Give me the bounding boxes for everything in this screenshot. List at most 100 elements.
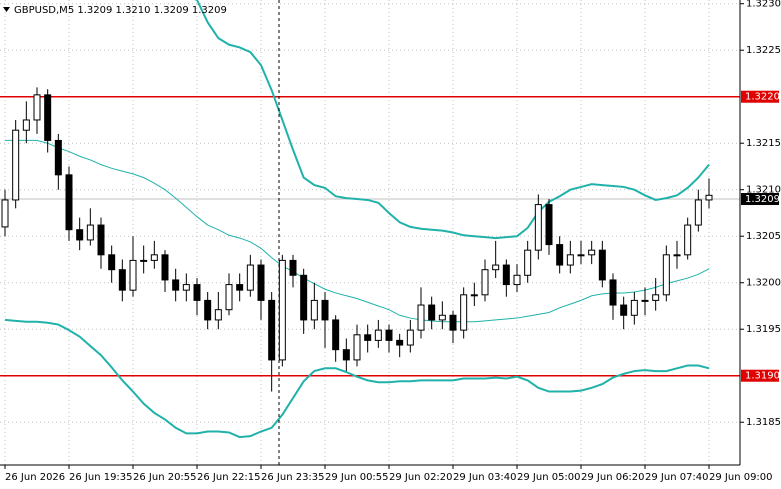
candle-body: [662, 254, 670, 296]
candle-body: [556, 244, 564, 266]
x-tick-label: 26 Jun 19:35: [69, 472, 133, 483]
title-icon: [3, 7, 10, 12]
candle-body: [44, 94, 52, 141]
candle-body: [438, 314, 446, 321]
y-tick-label: 1.3195: [746, 324, 781, 335]
band-middle: [5, 139, 710, 323]
candle-body: [620, 304, 628, 316]
candle-body: [193, 284, 201, 301]
x-tick-label: 26 Jun 22:15: [197, 472, 261, 483]
price-label-box: [741, 193, 779, 206]
candle-body: [609, 279, 617, 306]
price-label: 1.3209: [745, 194, 780, 205]
y-tick-label: 1.3210: [746, 185, 781, 196]
candle-body: [385, 329, 393, 341]
candle-body: [396, 339, 404, 346]
candle-body: [321, 299, 329, 321]
candle-body: [33, 94, 41, 121]
candle-body: [182, 284, 190, 291]
level-label: 1.3220: [745, 92, 780, 103]
candle-body: [22, 119, 30, 131]
candle-body: [374, 329, 382, 341]
candle-body: [513, 274, 521, 286]
x-tick-label: 29 Jun 03:40: [453, 472, 517, 483]
y-tick-label: 1.3215: [746, 138, 781, 149]
candle-body: [502, 264, 510, 286]
candle-body: [470, 294, 478, 297]
candle-body: [225, 284, 233, 311]
x-tick-label: 26 Jun 23:35: [261, 472, 325, 483]
candle-body: [300, 274, 308, 321]
y-tick-label: 1.3230: [746, 0, 781, 10]
candle-body: [481, 269, 489, 296]
y-tick-label: 1.3225: [746, 45, 781, 56]
candle-body: [172, 279, 180, 291]
candle-body: [150, 254, 158, 261]
candle-body: [289, 259, 297, 276]
y-tick-label: 1.3185: [746, 417, 781, 428]
band-lower: [4, 318, 710, 439]
candle-body: [449, 314, 457, 331]
candle-body: [673, 254, 681, 257]
candle-body: [310, 299, 318, 321]
candle-body: [577, 254, 585, 257]
candle-body: [641, 299, 649, 302]
candle-body: [108, 254, 116, 271]
candle-body: [524, 249, 532, 276]
candle-body: [406, 329, 414, 346]
candle-body: [566, 254, 574, 266]
candle-body: [630, 299, 638, 316]
candle-body: [268, 299, 276, 361]
level-label: 1.3190: [745, 371, 780, 382]
x-tick-label: 29 Jun 06:20: [581, 472, 645, 483]
candle-body: [236, 284, 244, 291]
candle-body: [140, 259, 148, 262]
candle-body: [65, 174, 73, 231]
x-tick-label: 29 Jun 00:55: [325, 472, 389, 483]
candle-body: [161, 254, 169, 281]
candle-body: [76, 229, 84, 241]
candle-body: [492, 264, 500, 271]
candle-body: [278, 259, 286, 361]
candle-body: [86, 224, 94, 241]
candle-body: [118, 269, 126, 291]
candle-body: [246, 264, 254, 291]
candle-body: [204, 299, 212, 321]
candle-body: [545, 204, 553, 246]
candle-body: [652, 294, 660, 301]
candle-body: [705, 194, 713, 201]
candle-body: [12, 129, 20, 201]
level-label-box: [741, 369, 779, 382]
x-tick-label: 26 Jun 20:55: [133, 472, 197, 483]
x-tick-label: 29 Jun 09:00: [709, 472, 773, 483]
candle-body: [97, 224, 105, 256]
x-tick-label: 29 Jun 05:00: [517, 472, 581, 483]
candle-body: [417, 304, 425, 331]
candle-body: [332, 319, 340, 351]
candle-body: [460, 294, 468, 331]
candle-body: [428, 304, 436, 321]
candle-body: [1, 199, 9, 228]
candle-body: [364, 334, 372, 341]
x-tick-label: 29 Jun 07:40: [645, 472, 709, 483]
band-upper: [194, 0, 710, 240]
level-label-box: [741, 90, 779, 103]
candle-body: [353, 334, 361, 361]
candle-body: [684, 224, 692, 256]
candle-body: [257, 264, 265, 301]
candle-body: [54, 139, 62, 176]
axis-labels: 1.3230 1.3225 1.3215 1.3210 1.3205 1.3200 1.31…: [4, 0, 781, 483]
x-tick-label: 29 Jun 02:20: [389, 472, 453, 483]
chart-title: GBPUSD,M5 1.3209 1.3210 1.3209 1.3209: [14, 5, 227, 16]
y-tick-label: 1.3205: [746, 231, 781, 242]
candle-body: [598, 249, 606, 281]
candle-body: [342, 349, 350, 361]
candle-body: [214, 309, 222, 321]
plot-area: [0, 0, 740, 439]
candle-body: [694, 199, 702, 226]
candle-body: [129, 259, 137, 291]
candle-body: [588, 249, 596, 256]
x-tick-label: 26 Jun 2026: [5, 472, 65, 483]
